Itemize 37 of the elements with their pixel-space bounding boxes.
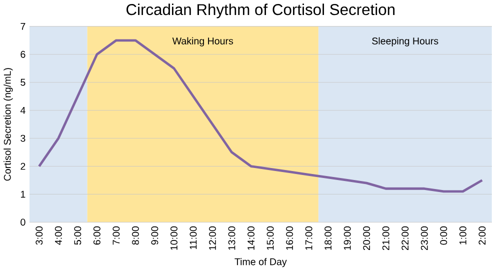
x-tick-label: 1:00: [459, 226, 466, 244]
x-tick-label: 8:00: [132, 226, 139, 245]
band-label: Sleeping Hours: [372, 37, 438, 46]
x-tick-label: 20:00: [363, 226, 370, 250]
x-tick-label: 13:00: [228, 226, 236, 250]
y-tick-label: 3: [20, 134, 26, 142]
x-tick-label: 19:00: [344, 226, 351, 250]
y-tick-label: 1: [20, 190, 26, 198]
y-tick-label: 0: [20, 218, 26, 226]
y-tick-label: 2: [20, 162, 26, 170]
x-tick-label: 6:00: [93, 226, 100, 245]
chart-title: Circadian Rhythm of Cortisol Secretion: [126, 4, 394, 18]
x-tick-label: 0:00: [440, 226, 448, 245]
y-tick-label: 4: [20, 107, 26, 114]
x-tick-label: 23:00: [420, 226, 428, 250]
x-tick-label: 11:00: [190, 226, 197, 250]
x-tick-label: 4:00: [54, 226, 62, 245]
x-tick-label: 7:00: [112, 226, 120, 245]
x-axis-title: Time of Day: [234, 258, 287, 268]
x-tick-label: 14:00: [248, 226, 254, 250]
y-axis-title: Cortisol Secretion (ng/mL): [4, 68, 13, 181]
x-tick-label: 17:00: [305, 226, 312, 250]
y-tick-label: 5: [20, 79, 26, 86]
x-tick-label: 2:00: [478, 226, 486, 245]
y-tick-label: 7: [20, 23, 26, 30]
x-tick-label: 16:00: [286, 226, 294, 250]
x-tick-label: 9:00: [151, 226, 158, 245]
y-tick-label: 6: [20, 51, 26, 58]
x-tick-label: 3:00: [36, 226, 43, 245]
x-tick-label: 5:00: [74, 226, 82, 245]
x-tick-label: 22:00: [402, 226, 409, 250]
x-tick-label: 18:00: [324, 226, 332, 250]
band-label: Waking Hours: [172, 37, 234, 46]
x-tick-label: 21:00: [382, 226, 390, 250]
x-tick-label: 12:00: [209, 226, 216, 250]
x-tick-label: 10:00: [170, 226, 178, 250]
x-tick-label: 15:00: [266, 226, 274, 250]
